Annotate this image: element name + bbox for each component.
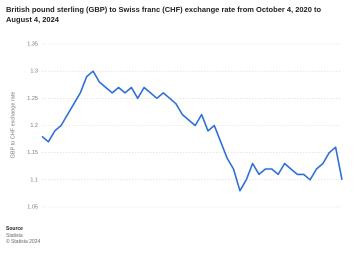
y-tick-label: 1.15 bbox=[27, 150, 38, 156]
y-tick-label: 1.3 bbox=[30, 69, 38, 75]
copyright: © Statista 2024 bbox=[6, 239, 41, 245]
chart-title: British pound sterling (GBP) to Swiss fr… bbox=[6, 5, 322, 24]
source-label: Source bbox=[6, 226, 23, 232]
y-tick-label: 1.25 bbox=[27, 96, 38, 102]
footer: Source Statista © Statista 2024 bbox=[6, 226, 40, 246]
y-tick-label: 1.2 bbox=[30, 123, 38, 129]
y-axis-label: GBP to CHF exchange rate bbox=[10, 92, 16, 159]
y-tick-label: 1.05 bbox=[27, 204, 38, 210]
y-tick-label: 1.35 bbox=[27, 41, 38, 47]
y-tick-label: 1.1 bbox=[30, 177, 38, 183]
data-line bbox=[41, 70, 343, 192]
source: Statista bbox=[6, 232, 23, 239]
